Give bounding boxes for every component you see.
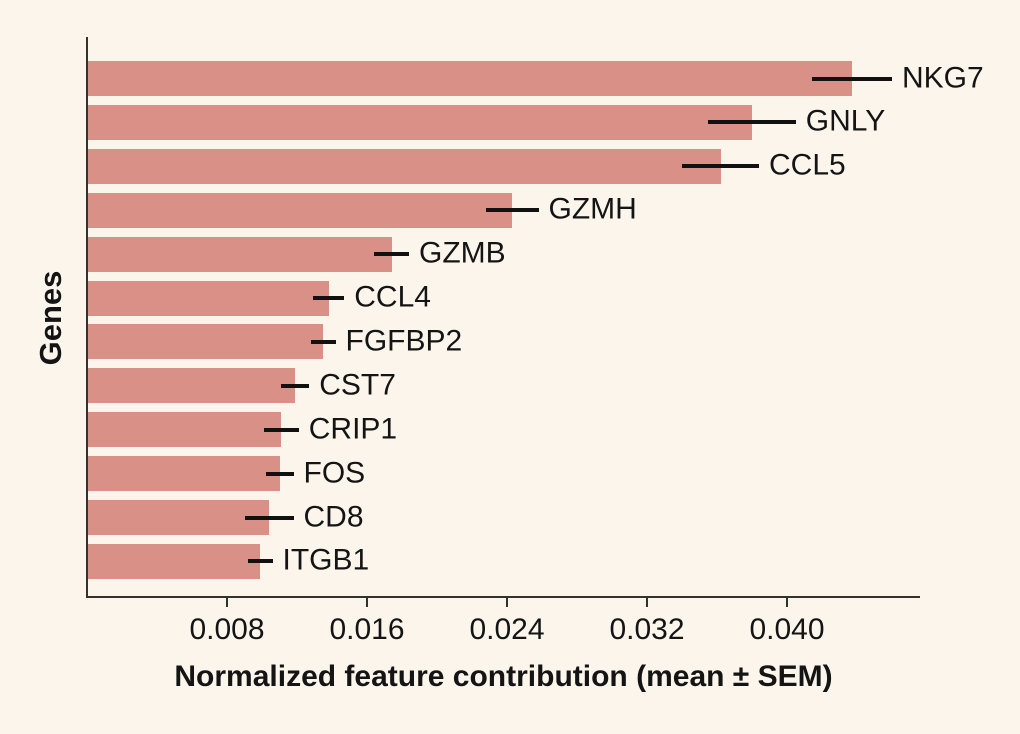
gene-label: ITGB1 bbox=[282, 543, 370, 577]
gene-label: CD8 bbox=[303, 499, 364, 533]
error-bar bbox=[682, 164, 759, 169]
gene-label: GZMH bbox=[548, 192, 637, 226]
bar bbox=[88, 368, 296, 404]
bar bbox=[88, 500, 269, 535]
x-tick bbox=[786, 598, 788, 607]
x-tick-label: 0.008 bbox=[189, 613, 265, 646]
error-bar bbox=[265, 471, 294, 476]
gene-label: CST7 bbox=[319, 368, 396, 402]
gene-label: NKG7 bbox=[902, 60, 984, 94]
gene-label: FGFBP2 bbox=[345, 324, 463, 358]
x-tick-label: 0.040 bbox=[749, 613, 825, 646]
x-tick-label: 0.024 bbox=[469, 613, 545, 646]
error-bar bbox=[811, 76, 892, 81]
bar bbox=[88, 61, 852, 96]
bar bbox=[88, 236, 392, 272]
error-bar bbox=[312, 296, 345, 300]
error-bar bbox=[708, 120, 796, 125]
bar bbox=[88, 104, 752, 140]
bar bbox=[88, 280, 329, 316]
bar bbox=[88, 543, 261, 579]
y-axis-line bbox=[86, 37, 88, 598]
error-bar bbox=[244, 515, 294, 520]
gene-label: CCL4 bbox=[354, 280, 431, 314]
gene-label: CRIP1 bbox=[308, 412, 398, 446]
gene-label: GZMB bbox=[419, 236, 506, 270]
bar bbox=[88, 412, 282, 448]
x-axis-title: Normalized feature contribution (mean ± … bbox=[174, 660, 833, 693]
error-bar bbox=[374, 252, 409, 257]
x-tick bbox=[506, 598, 508, 607]
x-tick bbox=[366, 598, 368, 607]
error-bar bbox=[248, 559, 273, 564]
gene-label: FOS bbox=[303, 455, 366, 489]
x-tick bbox=[646, 598, 648, 607]
error-bar bbox=[311, 339, 336, 344]
error-bar bbox=[486, 208, 539, 213]
bar bbox=[88, 324, 324, 360]
bar bbox=[88, 192, 513, 228]
error-bar bbox=[263, 427, 299, 432]
bar bbox=[88, 456, 280, 492]
x-axis-line bbox=[86, 596, 920, 598]
gene-label: CCL5 bbox=[769, 148, 846, 182]
x-tick-label: 0.016 bbox=[329, 613, 405, 646]
y-axis-title: Genes bbox=[33, 270, 68, 366]
x-tick bbox=[226, 598, 228, 607]
x-tick-label: 0.032 bbox=[609, 613, 685, 646]
gene-label: GNLY bbox=[805, 104, 886, 138]
error-bar bbox=[281, 383, 310, 388]
bar bbox=[88, 148, 721, 184]
